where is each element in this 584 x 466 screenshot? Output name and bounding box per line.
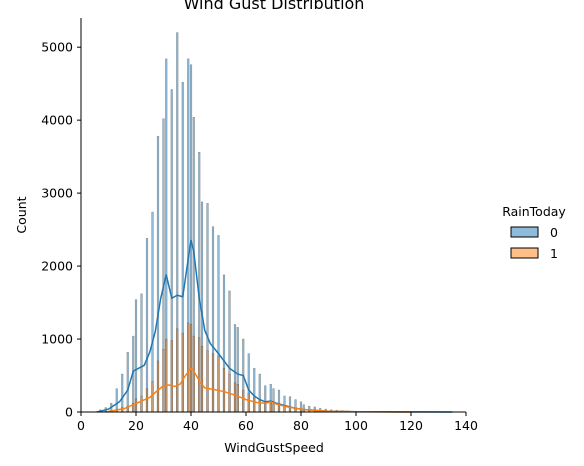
bar-0-20 [134,299,138,413]
x-tick-label: 0 [77,418,85,433]
bar-1-33 [170,340,173,413]
bar-1-52 [222,367,226,413]
x-tick-label: 60 [238,418,254,433]
legend-label-0: 0 [550,225,558,240]
kde-line-1 [105,367,412,413]
bar-0-13 [115,388,118,413]
bar-1-44 [200,346,204,413]
bar-1-28 [156,360,160,413]
legend-swatch-0 [510,226,539,238]
y-tick-label: 0 [65,405,73,420]
legend-swatch-1 [510,247,539,259]
y-tick-label: 3000 [41,186,73,201]
bar-1-59 [242,389,245,413]
x-axis-ticks: 0 20 40 60 80 100 120 140 [77,412,478,433]
y-tick-label: 1000 [41,332,73,347]
bar-0-22 [140,293,143,413]
bar-1-24 [145,388,149,413]
bar-1-69 [269,402,272,413]
chart-title: Wind Gust Distribution [184,0,365,13]
x-tick-label: 80 [293,418,309,433]
bar-1-61 [247,392,250,413]
bar-1-20 [134,398,138,413]
bar-1-39 [187,322,190,413]
x-tick-label: 20 [128,418,144,433]
bar-1-26 [151,381,154,413]
bar-1-50 [217,356,220,413]
x-tick-label: 120 [399,418,423,433]
kde-line-0 [97,239,453,413]
bar-1-31 [165,338,168,413]
x-axis-label: WindGustSpeed [224,440,324,455]
x-tick-label: 140 [454,418,478,433]
bar-0-17 [126,351,129,413]
bar-1-48 [211,353,215,413]
bar-1-56 [233,382,237,413]
bar-1-35 [176,328,179,413]
x-tick-label: 100 [344,418,368,433]
bar-1-22 [140,395,143,413]
plot-area [96,32,454,413]
bar-1-57 [236,384,239,413]
bar-1-43 [198,337,201,413]
y-tick-label: 5000 [41,40,73,55]
y-tick-label: 4000 [41,113,73,128]
y-axis-label: Count [14,196,29,233]
legend-title: RainToday [502,204,566,219]
legend-label-1: 1 [550,246,558,261]
bar-1-46 [206,350,209,413]
bar-1-70 [272,403,275,413]
y-axis-ticks: 0 1000 2000 3000 4000 5000 [41,40,81,420]
bar-1-67 [264,402,267,413]
bar-1-30 [162,349,165,413]
bar-1-63 [253,397,256,413]
bar-0-15 [121,373,124,413]
legend: RainToday 0 1 [502,204,566,261]
y-tick-label: 2000 [41,259,73,274]
bar-1-37 [181,332,184,413]
bar-0-24 [145,238,149,413]
bar-1-72 [277,404,281,413]
series-0-bars [96,32,454,413]
x-tick-label: 40 [183,418,199,433]
bar-1-41 [192,335,195,413]
